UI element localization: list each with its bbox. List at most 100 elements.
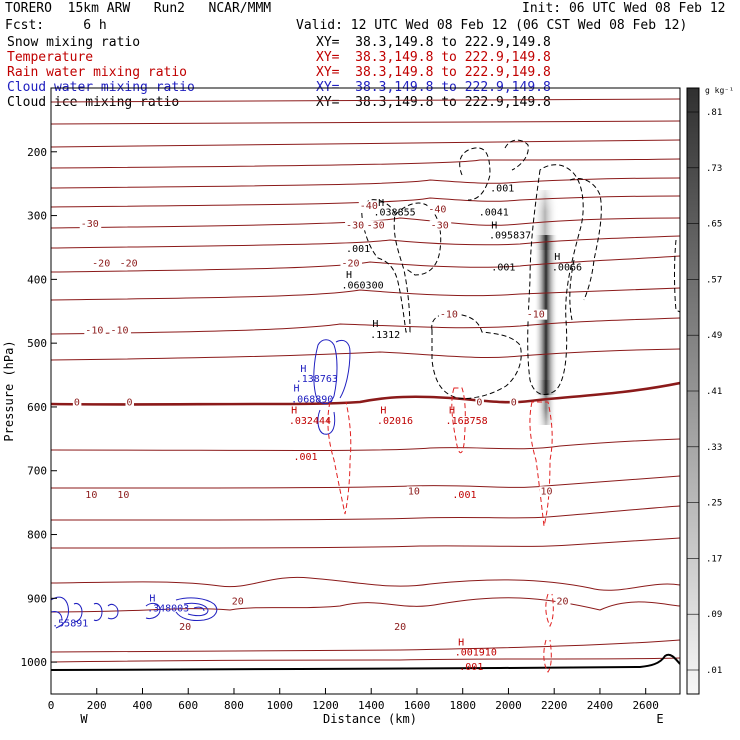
colorbar-label: .81 bbox=[706, 108, 722, 118]
contour-annotation: .038855 bbox=[374, 208, 416, 219]
contour-annotation: .0066 bbox=[552, 262, 582, 273]
isotherm-line bbox=[51, 526, 680, 528]
label-knockout bbox=[539, 486, 555, 497]
cloud-water-contour bbox=[183, 602, 209, 617]
legend-rain-label: Rain water mixing ratio bbox=[7, 65, 188, 80]
y-tick-label: 500 bbox=[27, 337, 47, 350]
isotherm-line bbox=[51, 597, 680, 613]
isotherm-line bbox=[51, 158, 680, 169]
rain-contour bbox=[543, 639, 552, 673]
label-knockout bbox=[84, 325, 106, 336]
isotherm-label: 20 bbox=[556, 597, 568, 608]
y-tick-label: 200 bbox=[27, 146, 47, 159]
colorbar-label: .73 bbox=[706, 164, 722, 174]
isotherm-line bbox=[51, 255, 680, 273]
isotherm-label: 10 bbox=[85, 490, 97, 501]
isotherm-line bbox=[51, 657, 680, 663]
colorbar-label: .17 bbox=[706, 554, 722, 564]
isotherm-line bbox=[51, 235, 680, 249]
contour-annotation: H bbox=[293, 384, 299, 395]
isotherm-line bbox=[51, 576, 680, 591]
isotherm-label: -10 bbox=[440, 310, 458, 321]
label-knockout bbox=[109, 325, 131, 336]
contour-annotation: H bbox=[346, 270, 352, 281]
ice-contour bbox=[361, 199, 411, 333]
isotherm-label: 0 bbox=[74, 398, 80, 409]
rain-contour bbox=[529, 401, 553, 527]
isotherm-label: -10 bbox=[110, 326, 128, 337]
contour-annotation: .163758 bbox=[446, 416, 488, 427]
colorbar-label: .33 bbox=[706, 443, 722, 453]
contour-annotation: .001910 bbox=[455, 648, 497, 659]
colorbar-label: .01 bbox=[706, 666, 722, 676]
legend-rain-xy: XY= 38.3,149.8 to 222.9,149.8 bbox=[316, 65, 551, 80]
isotherm-label: -30 bbox=[431, 220, 449, 231]
x-right-label: E bbox=[656, 712, 663, 726]
contour-annotation: H bbox=[378, 198, 384, 209]
isotherm-label: 0 bbox=[476, 398, 482, 409]
label-knockout bbox=[406, 486, 422, 497]
contour-annotation: .001 bbox=[491, 262, 515, 273]
ice-contour bbox=[394, 202, 442, 276]
colorbar-label: .41 bbox=[706, 387, 722, 397]
colorbar-label: .49 bbox=[706, 331, 722, 341]
isotherm-label: -40 bbox=[360, 201, 378, 212]
ice-contour bbox=[527, 164, 584, 396]
isotherm-line bbox=[51, 475, 680, 489]
snow-shading bbox=[532, 190, 558, 425]
x-tick-label: 1400 bbox=[358, 699, 385, 712]
rain-contour bbox=[545, 593, 554, 628]
ice-contour bbox=[504, 139, 529, 171]
terrain-line bbox=[51, 653, 680, 671]
label-knockout bbox=[72, 397, 82, 408]
x-tick-label: 2200 bbox=[541, 699, 568, 712]
contour-annotation: H bbox=[300, 364, 306, 375]
label-knockout bbox=[525, 309, 548, 320]
cloud-water-contour bbox=[175, 597, 218, 621]
rain-contour bbox=[327, 401, 352, 515]
isotherm-label: 0 bbox=[511, 398, 517, 409]
legend-temperature-xy: XY= 38.3,149.8 to 222.9,149.8 bbox=[316, 50, 551, 65]
cloud-water-contour bbox=[107, 603, 119, 620]
isotherm-line bbox=[51, 195, 680, 208]
contour-annotation: H bbox=[291, 405, 297, 416]
contour-annotation: .001 bbox=[346, 244, 370, 255]
x-tick-label: 600 bbox=[178, 699, 198, 712]
legend-cloud-water-label: Cloud water mixing ratio bbox=[7, 80, 195, 95]
legend-snow-xy: XY= 38.3,149.8 to 222.9,149.8 bbox=[316, 35, 551, 50]
plot-frame bbox=[50, 87, 681, 695]
contour-annotation: .0041 bbox=[479, 208, 509, 219]
isotherm-line bbox=[51, 505, 680, 521]
x-left-label: W bbox=[80, 712, 88, 726]
contour-annotation: .1312 bbox=[370, 330, 400, 341]
isotherm-line bbox=[51, 639, 680, 653]
label-knockout bbox=[358, 201, 381, 212]
cloud-water-contour bbox=[145, 602, 161, 619]
colorbar-label: .57 bbox=[706, 275, 722, 285]
cloud-water-contour bbox=[193, 606, 205, 612]
contour-annotation: .001 bbox=[459, 662, 483, 673]
isotherm-line bbox=[51, 177, 680, 189]
contour-annotation: H bbox=[554, 252, 560, 263]
label-knockout bbox=[427, 204, 449, 215]
contour-annotation: H bbox=[372, 319, 378, 330]
x-tick-label: 2600 bbox=[632, 699, 659, 712]
legend-snow-label: Snow mixing ratio bbox=[7, 35, 141, 50]
contour-annotation: H bbox=[149, 594, 155, 605]
label-knockout bbox=[340, 258, 362, 269]
isotherm-line bbox=[51, 438, 680, 451]
x-tick-label: 800 bbox=[224, 699, 244, 712]
isotherm-label: -30 bbox=[367, 220, 385, 231]
forecast-hour: Fcst: 6 h bbox=[5, 18, 107, 33]
valid-time: Valid: 12 UTC Wed 08 Feb 12 (06 CST Wed … bbox=[296, 18, 688, 33]
y-tick-label: 700 bbox=[27, 465, 47, 478]
contour-annotation: .095837 bbox=[489, 231, 531, 242]
isotherm-line bbox=[51, 98, 680, 103]
contour-annotation: .001 bbox=[452, 490, 476, 501]
isotherm-label: -10 bbox=[527, 310, 545, 321]
isotherm-line bbox=[51, 537, 680, 549]
isotherm-line bbox=[51, 139, 680, 148]
label-knockout bbox=[345, 220, 367, 231]
colorbar-unit: g kg⁻¹ bbox=[705, 86, 734, 95]
x-tick-label: 1000 bbox=[266, 699, 293, 712]
